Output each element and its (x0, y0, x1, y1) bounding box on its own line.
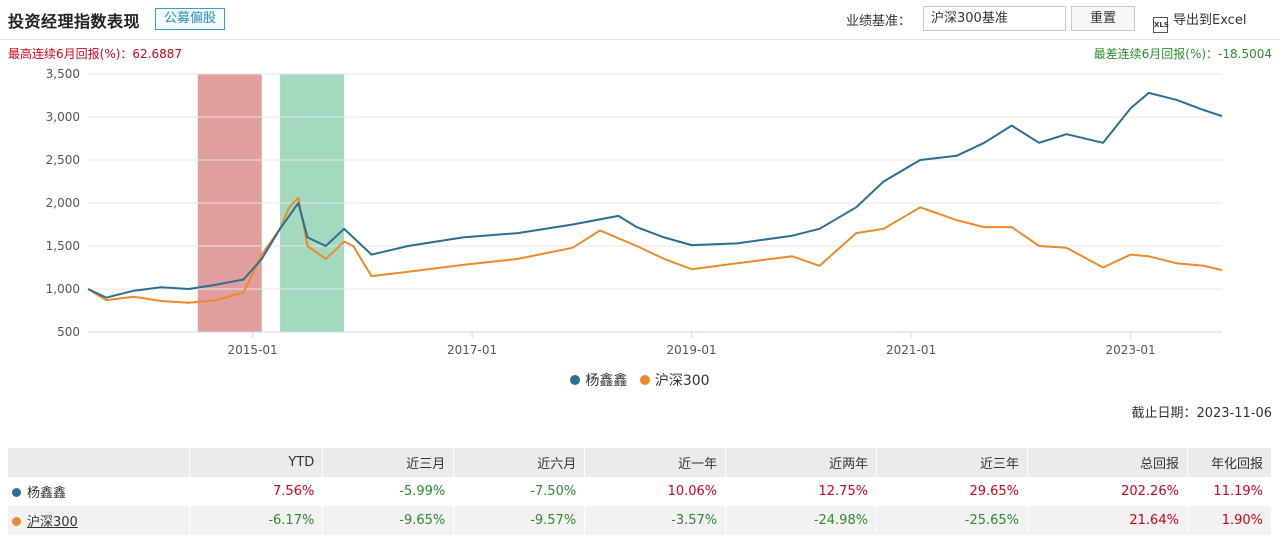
reset-button[interactable]: 重置 (1071, 6, 1135, 31)
header-cell: 近三月 (322, 448, 455, 477)
table-row: 沪深300 -6.17% -9.65% -9.57% -3.57% -24.98… (8, 506, 1273, 535)
legend-dot-manager (570, 375, 581, 385)
legend-label-manager: 杨鑫鑫 (585, 373, 628, 389)
header-cell (8, 448, 191, 477)
row-name-link[interactable]: 沪深300 (27, 515, 78, 530)
value-cell: 10.06% (584, 477, 727, 506)
min-6m-return: 最差连续6月回报(%)：-18.5004 (1093, 47, 1272, 61)
x-tick-label: 2015-01 (228, 343, 278, 355)
header-bar: 投资经理指数表现 公募偏股 业绩基准： 沪深300基准 重置 XLS 导出到Exc… (0, 0, 1280, 40)
header-cell: 近两年 (725, 448, 878, 477)
performance-chart: 500 1,000 1,500 2,000 2,500 3,000 3,500 2015-01… (46, 67, 1223, 355)
y-tick-label: 1,500 (46, 239, 80, 253)
value-cell: -25.65% (876, 506, 1029, 535)
header-cell: YTD (189, 448, 324, 477)
x-tick-label: 2019-01 (667, 343, 717, 355)
value-cell: 29.65% (876, 477, 1029, 506)
value-cell: -5.99% (322, 477, 455, 506)
as-of-date: 截止日期：2023-11-06 (1131, 406, 1272, 421)
chart-legend: 杨鑫鑫 沪深300 (0, 370, 1280, 390)
table-header-row: YTD 近三月 近六月 近一年 近两年 近三年 总回报 年化回报 (8, 448, 1273, 477)
series-line-manager (87, 91, 1223, 299)
value-cell: -7.50% (453, 477, 586, 506)
value-cell: 7.56% (189, 477, 324, 506)
header-cell: 年化回报 (1187, 448, 1273, 477)
row-name-cell: 杨鑫鑫 (8, 477, 191, 506)
value-cell: -9.65% (322, 506, 455, 535)
value-cell: 12.75% (725, 477, 878, 506)
benchmark-label: 业绩基准： (846, 14, 912, 29)
header-cell: 近三年 (876, 448, 1029, 477)
y-tick-label: 2,000 (46, 196, 80, 210)
value-cell: -3.57% (584, 506, 727, 535)
xls-file-icon: XLS (1153, 17, 1169, 33)
value-cell: -9.57% (453, 506, 586, 535)
header-cell: 近一年 (584, 448, 727, 477)
value-cell: -24.98% (725, 506, 878, 535)
legend-label-benchmark: 沪深300 (654, 373, 710, 389)
value-cell: 202.26% (1027, 477, 1188, 506)
y-tick-label: 500 (57, 325, 80, 339)
row-name-cell: 沪深300 (8, 506, 191, 535)
performance-table: YTD 近三月 近六月 近一年 近两年 近三年 总回报 年化回报 杨鑫鑫 7.5… (8, 448, 1273, 535)
x-tick-label: 2017-01 (447, 343, 497, 355)
y-tick-label: 3,500 (46, 67, 80, 81)
value-cell: 1.90% (1187, 506, 1273, 535)
row-name: 杨鑫鑫 (27, 486, 67, 501)
header-cell: 总回报 (1027, 448, 1188, 477)
category-tag[interactable]: 公募偏股 (155, 8, 226, 30)
table-row: 杨鑫鑫 7.56% -5.99% -7.50% 10.06% 12.75% 29… (8, 477, 1273, 506)
page-title: 投资经理指数表现 (8, 12, 141, 31)
x-tick-label: 2021-01 (886, 343, 936, 355)
y-tick-label: 3,000 (46, 110, 80, 124)
y-tick-label: 2,500 (46, 153, 80, 167)
y-tick-label: 1,000 (46, 282, 80, 296)
value-cell: 11.19% (1187, 477, 1273, 506)
series-dot (12, 517, 21, 526)
value-cell: 21.64% (1027, 506, 1188, 535)
series-dot (12, 488, 21, 497)
legend-item-benchmark[interactable]: 沪深300 (639, 370, 710, 390)
header-cell: 近六月 (453, 448, 586, 477)
x-tick-label: 2023-01 (1105, 343, 1155, 355)
benchmark-select[interactable]: 沪深300基准 (923, 6, 1066, 31)
value-cell: -6.17% (189, 506, 324, 535)
legend-item-manager[interactable]: 杨鑫鑫 (570, 370, 627, 390)
max-6m-return: 最高连续6月回报(%)：62.6887 (8, 47, 183, 61)
export-excel-button[interactable]: XLS 导出到Excel (1153, 9, 1246, 33)
legend-dot-benchmark (639, 375, 650, 385)
export-label: 导出到Excel (1173, 13, 1247, 28)
